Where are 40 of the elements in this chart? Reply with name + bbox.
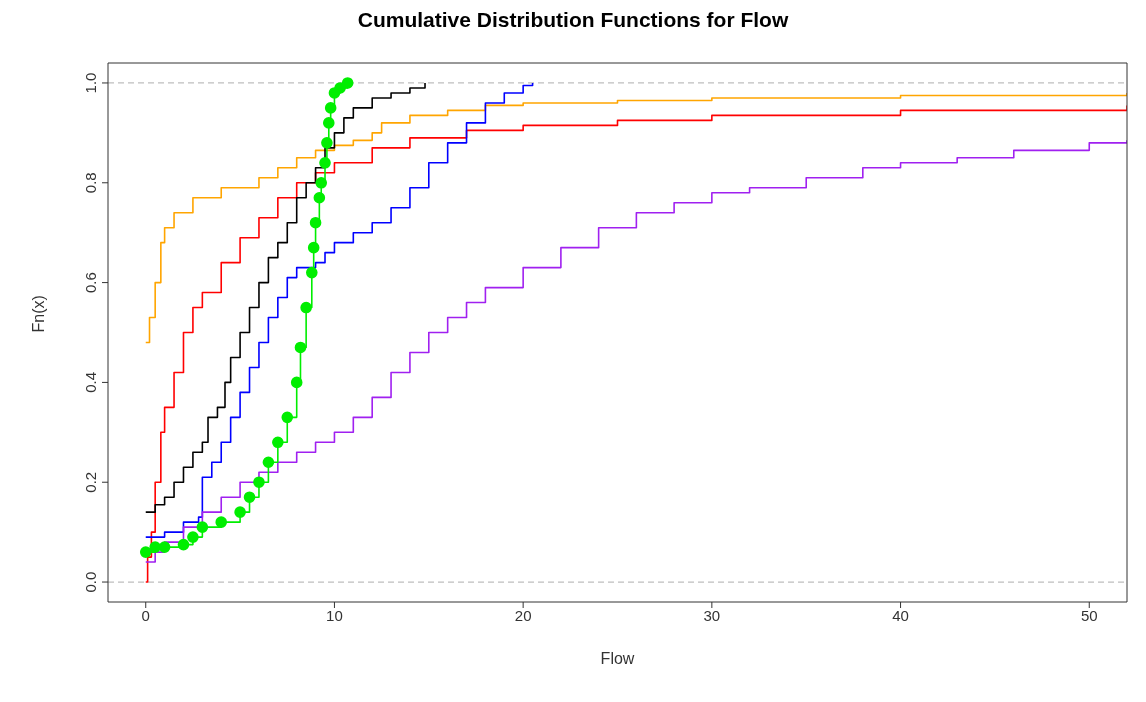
point (234, 506, 246, 518)
point (322, 117, 335, 129)
x-tick-label: 0 (141, 606, 150, 624)
chart-title: Cumulative Distribution Functions for Flow (356, 8, 790, 32)
point (177, 538, 190, 551)
x-tick-label: 30 (703, 606, 721, 624)
x-axis-title: Flow (600, 650, 635, 667)
x-tick-label: 10 (326, 606, 343, 624)
point (309, 216, 322, 229)
y-axis-title: Fn(x) (29, 295, 47, 333)
point (243, 491, 256, 503)
y-tick-label: 0.6 (82, 272, 99, 294)
point (196, 521, 209, 533)
x-tick-label: 50 (1080, 606, 1098, 624)
y-tick-label: 0.8 (82, 172, 99, 194)
y-tick-label: 0.2 (82, 471, 99, 493)
point (324, 102, 337, 114)
point (319, 157, 331, 169)
point (341, 77, 354, 89)
point (281, 411, 294, 424)
point (149, 541, 161, 553)
point (321, 137, 333, 149)
y-tick-label: 0.4 (82, 371, 99, 393)
point (272, 436, 284, 449)
x-tick-label: 20 (514, 606, 532, 624)
y-tick-label: 1.0 (82, 72, 99, 94)
y-tick-label: 0.0 (82, 571, 99, 593)
point (294, 341, 307, 354)
point (307, 241, 320, 254)
point (215, 516, 228, 528)
point (300, 301, 312, 314)
point (262, 456, 275, 469)
point (187, 531, 199, 543)
point (253, 476, 265, 489)
point (315, 176, 328, 189)
point (313, 191, 326, 204)
x-tick-label: 40 (892, 606, 909, 624)
point (290, 376, 303, 389)
point (139, 546, 152, 558)
point (306, 266, 318, 279)
